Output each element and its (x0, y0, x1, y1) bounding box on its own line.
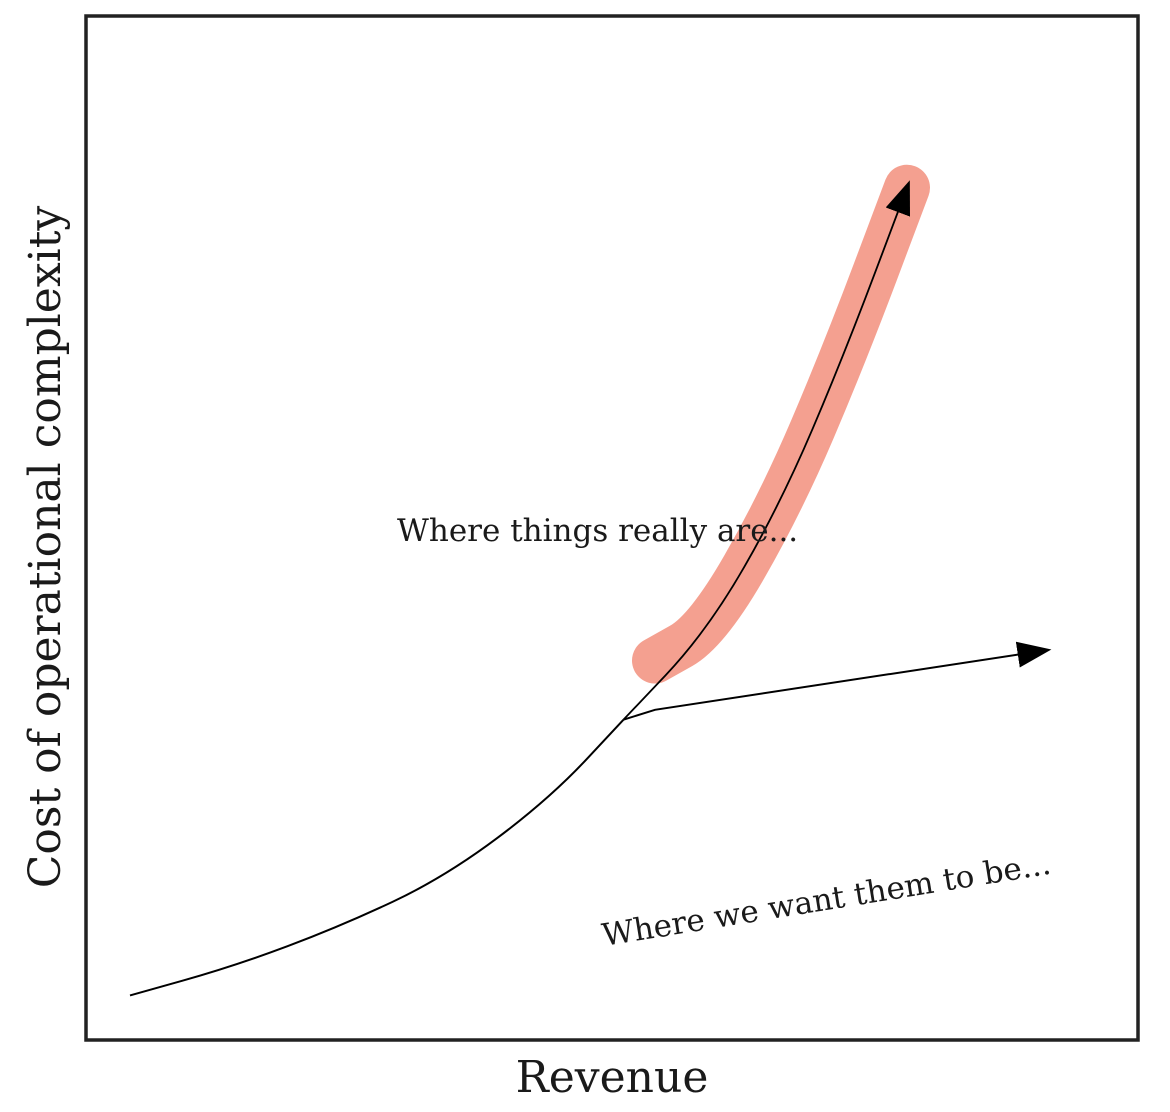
plot-frame (84, 14, 1140, 1042)
steep-curve-line (622, 180, 911, 721)
y-axis-label: Cost of operational complexity (20, 206, 71, 889)
highlight-stroke (632, 164, 930, 684)
x-axis-label: Revenue (516, 1052, 709, 1103)
desired-trend-line (623, 641, 1052, 721)
base-curve-line (129, 718, 625, 997)
annotation-actual: Where things really are... (397, 513, 798, 549)
annotation-desired: Where we want them to be... (600, 846, 1054, 954)
